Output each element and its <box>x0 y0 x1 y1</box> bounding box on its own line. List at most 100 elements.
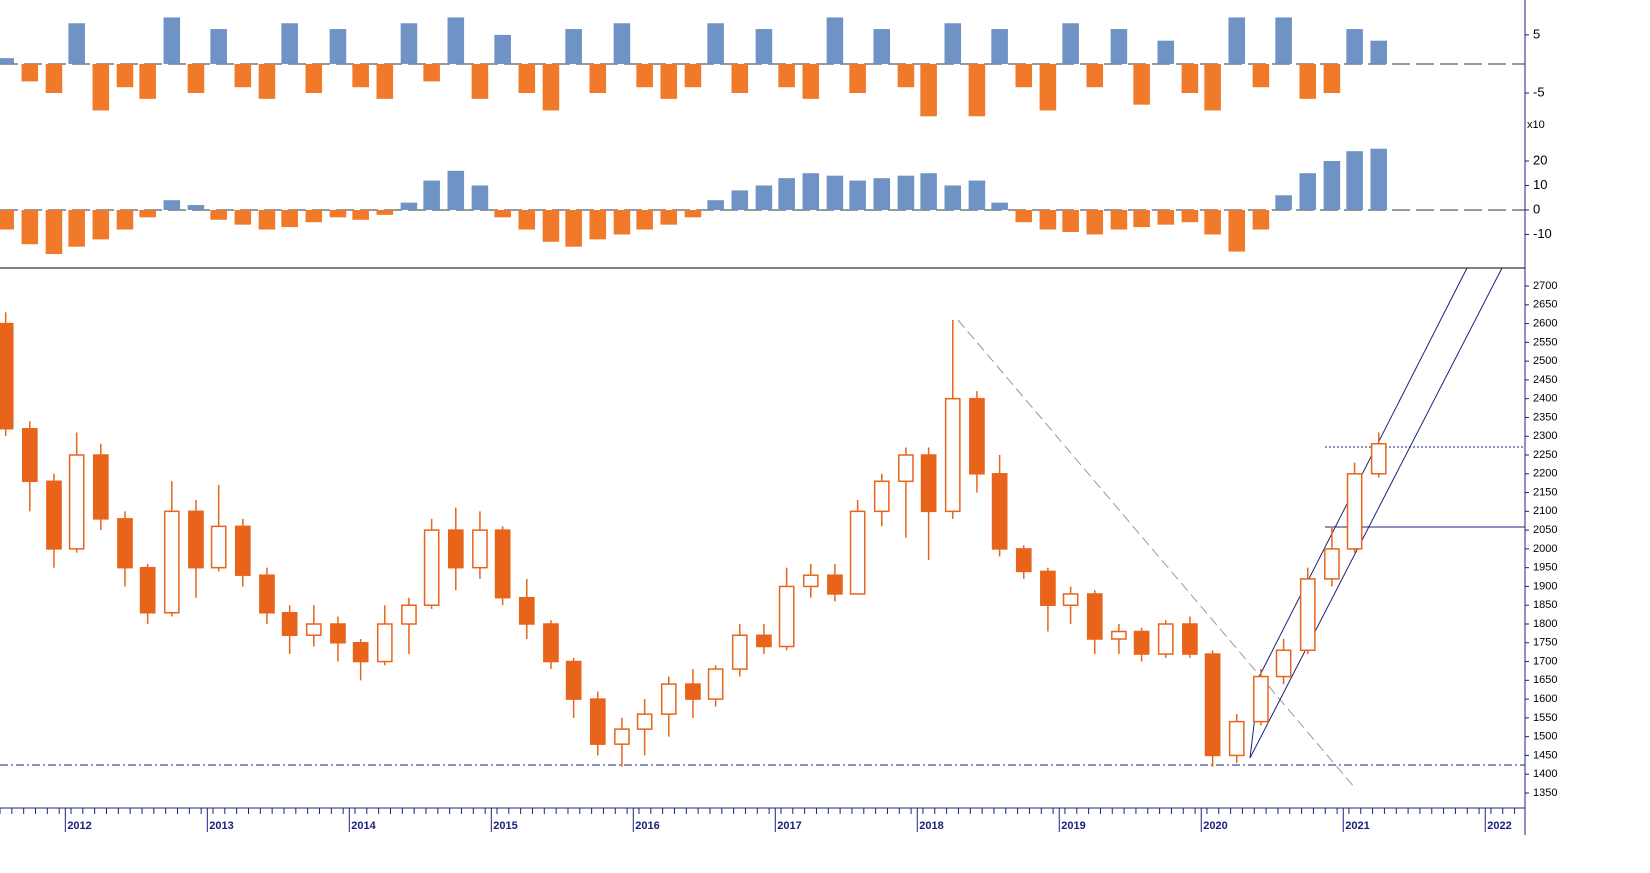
bar <box>873 178 891 210</box>
candle-body <box>1228 720 1245 757</box>
bar <box>139 63 156 99</box>
bar <box>684 63 702 88</box>
bar <box>897 63 915 88</box>
bar <box>802 63 820 99</box>
y-tick-label: 1450 <box>1533 749 1557 761</box>
y-tick-label: 2050 <box>1533 524 1557 536</box>
bar <box>234 63 252 88</box>
trend-line <box>957 319 1356 789</box>
y-tick-label: 1350 <box>1533 787 1557 799</box>
x-tick-label: 2018 <box>919 820 943 832</box>
bar <box>660 63 678 99</box>
candle-body <box>305 623 322 637</box>
bar <box>1015 209 1033 223</box>
y-tick-label: 0 <box>1533 201 1540 216</box>
bar <box>1015 63 1033 88</box>
bar <box>1370 40 1388 64</box>
candle-body <box>685 683 701 700</box>
bar <box>991 202 1008 210</box>
candle-body <box>46 480 62 550</box>
y-tick-label: -10 <box>1533 226 1552 241</box>
candle-body <box>731 634 748 670</box>
y-tick-label: 1800 <box>1533 618 1557 630</box>
bar <box>542 209 560 242</box>
candle-body <box>518 596 535 625</box>
candle-body <box>163 510 180 614</box>
bar <box>589 63 607 94</box>
x-tick-label: 2019 <box>1061 820 1085 832</box>
bar <box>1299 173 1317 210</box>
bar <box>518 63 536 94</box>
candle-body <box>1253 675 1269 723</box>
candle-body <box>1204 653 1221 757</box>
y-tick-label: 2150 <box>1533 486 1557 498</box>
x-tick-label: 2021 <box>1345 820 1369 832</box>
bar <box>1062 23 1079 64</box>
candle-body <box>778 585 795 648</box>
candle-body <box>1324 548 1340 580</box>
bar <box>352 63 369 88</box>
bar <box>897 175 915 210</box>
candle-body <box>1275 649 1292 678</box>
candle-body <box>636 713 653 730</box>
bar <box>21 63 39 82</box>
bar <box>305 63 323 94</box>
bar <box>565 29 582 64</box>
candle-body <box>565 660 582 700</box>
candle-body <box>188 510 204 569</box>
bar <box>826 175 844 210</box>
bar <box>565 209 582 247</box>
bar <box>1323 160 1341 210</box>
y-tick-label: 1650 <box>1533 674 1557 686</box>
y-tick-label: 1750 <box>1533 637 1557 649</box>
bar <box>45 209 63 255</box>
y-tick-label: 2600 <box>1533 317 1557 329</box>
x-tick-label: 2013 <box>209 820 233 832</box>
candle-body <box>660 683 677 715</box>
y-tick-label: 1400 <box>1533 768 1557 780</box>
y-tick-label: 2300 <box>1533 430 1557 442</box>
bar <box>849 180 866 210</box>
bar <box>731 63 749 94</box>
bar <box>1299 63 1317 99</box>
bar <box>116 209 134 230</box>
bar <box>376 209 394 215</box>
bar <box>1228 209 1246 252</box>
candle-body <box>494 529 511 599</box>
candle-body <box>423 529 440 606</box>
bar <box>1086 209 1104 235</box>
bar <box>447 17 465 64</box>
bar <box>1181 63 1199 94</box>
y-tick-label: 2500 <box>1533 355 1557 367</box>
candle-body <box>1133 630 1150 655</box>
bar <box>447 170 465 210</box>
bar <box>1252 209 1270 230</box>
candle-body <box>920 454 937 513</box>
bar <box>400 202 418 210</box>
bar <box>944 23 962 64</box>
bar <box>684 209 702 218</box>
candle-body <box>1182 623 1198 655</box>
bar <box>258 63 276 99</box>
bar <box>376 63 394 99</box>
y-tick-label: 1550 <box>1533 712 1557 724</box>
bar <box>0 209 14 230</box>
bar <box>281 23 298 64</box>
candle-body <box>352 642 369 663</box>
candle-body <box>1086 593 1103 640</box>
candle-body <box>991 473 1008 550</box>
x-tick-label: 2015 <box>493 820 517 832</box>
bar <box>163 17 181 64</box>
bar <box>92 209 110 240</box>
bar <box>968 63 986 117</box>
bar <box>589 209 607 240</box>
bar <box>1133 209 1150 228</box>
candle-body <box>849 510 866 595</box>
candle-body <box>1346 473 1363 550</box>
bar <box>471 63 489 99</box>
bar <box>944 185 962 210</box>
bar <box>187 63 205 94</box>
bar <box>1110 209 1128 230</box>
bar <box>1204 63 1221 111</box>
